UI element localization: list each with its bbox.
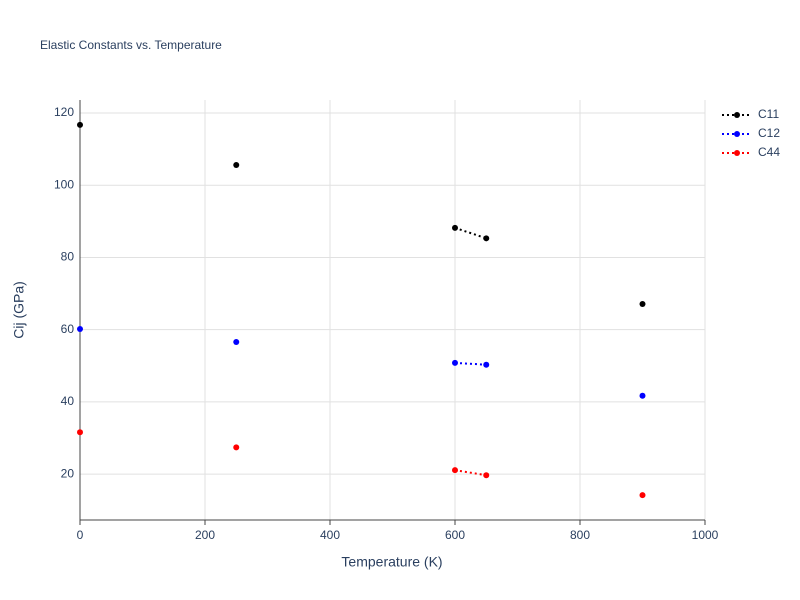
data-point [452,359,458,366]
chart-title: Elastic Constants vs. Temperature [40,38,222,52]
x-tick-label: 800 [570,528,590,542]
legend-marker [734,112,740,118]
data-point [233,444,240,451]
legend-label: C12 [758,126,780,140]
data-point [233,162,240,169]
legend-marker [734,150,740,156]
legend-label: C11 [758,107,779,121]
x-tick-label: 1000 [692,528,719,542]
y-tick-label: 120 [54,105,74,119]
legend-item: C44 [722,145,780,159]
data-point [483,235,490,242]
data-point [233,338,240,345]
x-tick-label: 0 [77,528,84,542]
x-tick-label: 600 [445,528,465,542]
legend-item: C11 [722,107,779,121]
y-tick-label: 60 [61,322,75,336]
y-tick-label: 40 [61,394,75,408]
data-point [452,224,458,231]
y-tick-label: 20 [61,466,75,480]
legend-item: C12 [722,126,780,140]
data-point [452,467,458,474]
data-point [77,325,83,332]
legend-marker [734,131,740,137]
legend-label: C44 [758,145,780,159]
data-point [77,121,83,128]
series-line [455,363,643,396]
data-point [639,392,646,399]
series-line [455,228,643,304]
data-point [639,492,646,499]
y-axis-title: Cij (GPa) [11,281,27,339]
data-point [483,472,490,479]
data-point [77,429,83,436]
y-tick-label: 80 [61,250,75,264]
data-point [483,361,490,368]
x-tick-label: 400 [320,528,340,542]
x-tick-label: 200 [195,528,215,542]
y-tick-label: 100 [54,177,74,191]
x-axis-title: Temperature (K) [341,554,442,570]
data-point [639,301,646,308]
